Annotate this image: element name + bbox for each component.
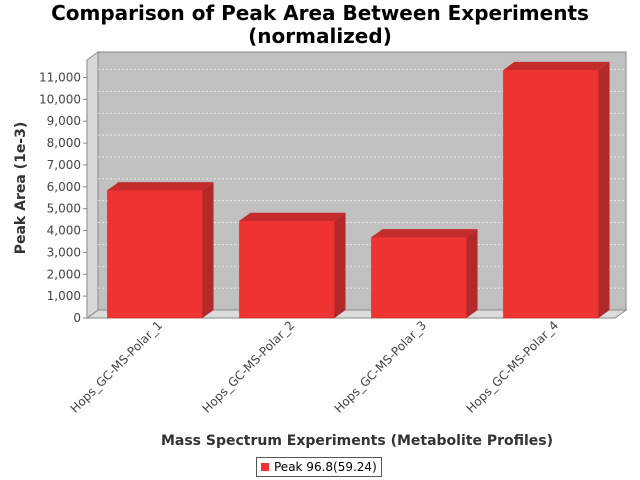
bar (239, 212, 346, 319)
y-tick-label: 4,000 (47, 224, 81, 238)
y-tick-label: 11,000 (39, 70, 81, 84)
x-axis-label: Mass Spectrum Experiments (Metabolite Pr… (161, 433, 553, 449)
bar-front (503, 69, 599, 319)
bar (107, 182, 214, 319)
y-tick-label: 2,000 (47, 267, 81, 281)
bar-top (371, 229, 478, 238)
bar-front (239, 220, 335, 319)
bars (107, 61, 610, 319)
chart-title: Comparison of Peak Area Between Experime… (0, 2, 640, 48)
y-tick-label: 7,000 (47, 158, 81, 172)
bar (503, 61, 610, 319)
bar-front (371, 236, 467, 319)
bar-side (466, 229, 478, 318)
y-axis-ticks: 0 1,000 2,000 3,000 4,000 5,000 6,000 7,000 8,00… (39, 70, 87, 325)
y-tick-label: 10,000 (39, 92, 81, 106)
bar-top (239, 212, 346, 221)
bar (371, 229, 478, 319)
chart-title-line-2: (normalized) (248, 24, 392, 48)
y-tick-label: 5,000 (47, 202, 81, 216)
chart-title-line-1: Comparison of Peak Area Between Experime… (51, 1, 589, 25)
y-tick-label: 8,000 (47, 136, 81, 150)
x-axis-ticks: Hops_GC-MS-Polar_1 Hops_GC-MS-Polar_2 Hops… (68, 318, 562, 416)
x-tick-label: Hops_GC-MS-Polar_1 (68, 318, 166, 416)
x-tick-label: Hops_GC-MS-Polar_3 (332, 318, 430, 416)
y-tick-label: 0 (73, 311, 81, 325)
bar-top (503, 61, 610, 70)
y-tick-label: 3,000 (47, 245, 81, 259)
bar-front (107, 189, 203, 319)
y-tick-label: 9,000 (47, 114, 81, 128)
x-tick-label: Hops_GC-MS-Polar_4 (464, 318, 562, 416)
y-tick-label: 6,000 (47, 180, 81, 194)
x-tick-label: Hops_GC-MS-Polar_2 (200, 318, 298, 416)
bar-side (202, 182, 214, 318)
legend: Peak 96.8(59.24) (256, 457, 382, 477)
bar-top (107, 182, 214, 191)
y-axis-label: Peak Area (1e-3) (13, 122, 29, 255)
plot-left-wall (86, 51, 99, 319)
y-tick-label: 1,000 (47, 289, 81, 303)
bar-side (334, 212, 346, 318)
bar-side (598, 61, 610, 318)
legend-label: Peak 96.8(59.24) (274, 460, 377, 474)
legend-swatch (261, 463, 269, 471)
